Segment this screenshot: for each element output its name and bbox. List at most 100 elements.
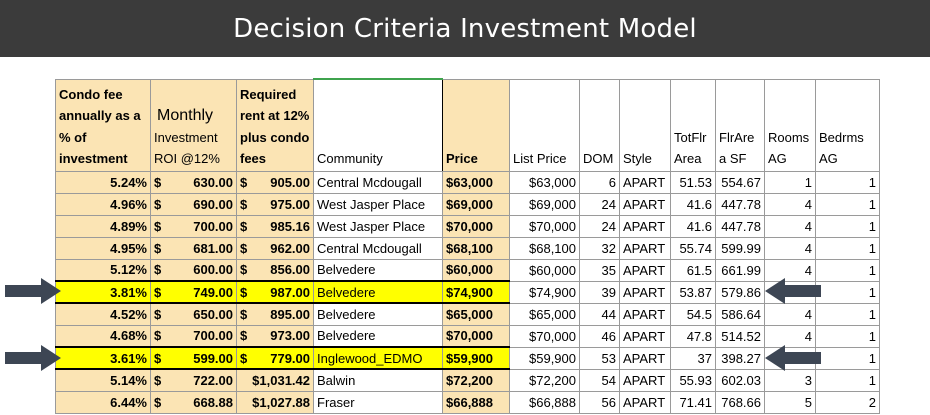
required-rent-value: 973.00 [270,328,310,344]
table-row: 4.68% $700.00 $973.00 Belvedere $70,000 $70,0… [55,324,880,348]
price-cell: $60,000 [442,258,510,282]
monthly-roi-value: 681.00 [193,240,233,256]
currency-symbol: $ [240,284,248,300]
bedrms-ag-cell: 1 [815,170,880,194]
condo-fee-pct-cell: 3.61% [55,346,151,370]
dom-cell: 44 [579,302,620,326]
list-price-cell: $70,000 [509,324,580,348]
price-cell: $74,900 [442,280,510,304]
monthly-roi-cell: $630.00 [150,170,237,194]
dom-cell: 24 [579,214,620,238]
currency-symbol: $ [154,196,162,212]
required-rent-value: 895.00 [270,306,310,322]
community-cell: Central Mcdougall [313,236,443,260]
list-price-cell: $68,100 [509,236,580,260]
style-cell: APART [619,170,671,194]
currency-symbol: $ [154,240,162,256]
header-flrarea-sf: FlrAre a SF [715,78,765,172]
required-rent-value: 985.16 [270,218,310,234]
table-row: 4.95% $681.00 $962.00 Central Mcdougall $68,… [55,236,880,260]
condo-fee-pct-cell: 4.95% [55,236,151,260]
header-condo-fee: Condo fee annually as a% of investment [55,78,151,172]
condo-fee-pct-cell: 4.52% [55,302,151,326]
community-cell: Belvedere [313,302,443,326]
rooms-ag-cell: 3 [764,368,816,392]
currency-symbol: $ [240,306,248,322]
currency-symbol: $ [154,174,162,190]
header-row: Condo fee annually as a% of investment Mon… [55,78,880,172]
currency-symbol: $ [154,262,162,278]
style-cell: APART [619,368,671,392]
flrarea-sf-cell: 514.52 [715,324,765,348]
list-price-cell: $66,888 [509,390,580,414]
flrarea-sf-cell: 661.99 [715,258,765,282]
header-style: Style [619,78,671,172]
highlighted-table-row: 3.81% $749.00 $987.00 Belvedere $74,900 $74,9… [55,280,880,304]
flrarea-sf-cell: 447.78 [715,192,765,216]
header-rooms-ag: Rooms AG [764,78,816,172]
community-cell: Fraser [313,390,443,414]
header-totflr-area: TotFlr Area [670,78,716,172]
rooms-ag-cell: 4 [764,214,816,238]
currency-symbol: $ [154,284,162,300]
flrarea-sf-cell: 602.03 [715,368,765,392]
header-bedrms-ag: Bedrms AG [815,78,880,172]
highlighted-table-row: 3.61% $599.00 $779.00 Inglewood_EDMO $59,900… [55,346,880,370]
header-dom: DOM [579,78,620,172]
required-rent-cell: $987.00 [236,280,314,304]
style-cell: APART [619,258,671,282]
table-row: 4.89% $700.00 $985.16 West Jasper Place $70,… [55,214,880,238]
required-rent-value: 987.00 [270,284,310,300]
arrow-right-icon [5,345,61,371]
price-cell: $59,900 [442,346,510,370]
style-cell: APART [619,192,671,216]
community-cell: Belvedere [313,324,443,348]
table-row: 5.14% $722.00 $1,031.42 Balwin $72,200 $72,20… [55,368,880,392]
list-price-cell: $69,000 [509,192,580,216]
required-rent-value: 962.00 [270,240,310,256]
required-rent-cell: $856.00 [236,258,314,282]
dom-cell: 32 [579,236,620,260]
bedrms-ag-cell: 1 [815,236,880,260]
price-cell: $72,200 [442,368,510,392]
header-monthly-roi: Monthly Investment ROI @12% [150,78,237,172]
style-cell: APART [619,302,671,326]
totflr-area-cell: 55.93 [670,368,716,392]
header-required-rent: Required rent at 12% plus condo fees [236,78,314,172]
currency-symbol: $ [154,306,162,322]
monthly-roi-cell: $650.00 [150,302,237,326]
monthly-roi-value: 722.00 [193,372,233,388]
currency-symbol: $ [240,262,248,278]
arrow-left-icon [765,345,821,371]
price-cell: $66,888 [442,390,510,414]
required-rent-cell: $985.16 [236,214,314,238]
totflr-area-cell: 41.6 [670,192,716,216]
bedrms-ag-cell: 1 [815,368,880,392]
currency-symbol: $ [240,174,248,190]
list-price-cell: $59,900 [509,346,580,370]
monthly-roi-cell: $722.00 [150,368,237,392]
currency-symbol: $ [240,218,248,234]
style-cell: APART [619,214,671,238]
condo-fee-pct-cell: 4.96% [55,192,151,216]
condo-fee-pct-cell: 6.44% [55,390,151,414]
condo-fee-pct-cell: 5.24% [55,170,151,194]
table-row: 5.12% $600.00 $856.00 Belvedere $60,000 $60,0… [55,258,880,282]
monthly-roi-value: 630.00 [193,174,233,190]
currency-symbol: $ [154,350,162,366]
currency-symbol: $ [154,372,162,388]
community-cell: Balwin [313,368,443,392]
page-title: Decision Criteria Investment Model [233,13,697,44]
dom-cell: 54 [579,368,620,392]
header-community: Community [313,78,443,172]
totflr-area-cell: 54.5 [670,302,716,326]
monthly-roi-cell: $681.00 [150,236,237,260]
bedrms-ag-cell: 1 [815,346,880,370]
list-price-cell: $65,000 [509,302,580,326]
style-cell: APART [619,236,671,260]
bedrms-ag-cell: 1 [815,280,880,304]
required-rent-cell: $895.00 [236,302,314,326]
price-cell: $69,000 [442,192,510,216]
flrarea-sf-cell: 586.64 [715,302,765,326]
condo-fee-pct-cell: 4.89% [55,214,151,238]
